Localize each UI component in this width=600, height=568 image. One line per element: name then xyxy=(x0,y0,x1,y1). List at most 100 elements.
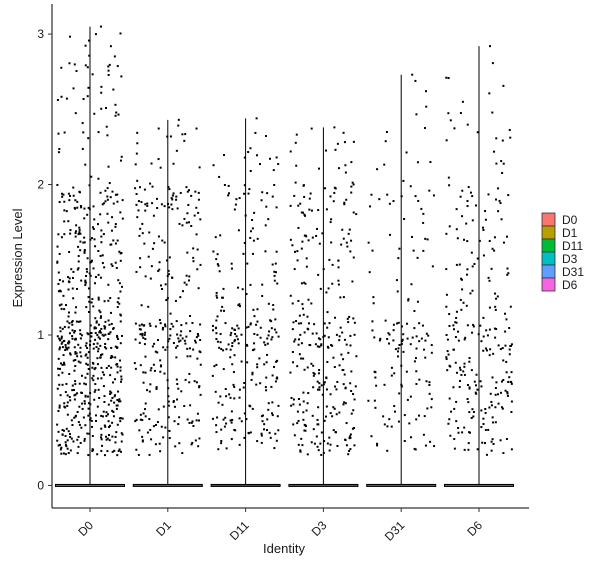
data-point xyxy=(67,311,70,314)
data-point xyxy=(273,270,276,273)
data-point xyxy=(74,112,77,115)
data-point xyxy=(430,344,433,347)
data-point xyxy=(181,133,184,136)
data-point xyxy=(135,152,138,155)
data-point xyxy=(461,215,464,218)
data-point xyxy=(199,393,202,396)
data-point xyxy=(103,325,106,328)
data-point xyxy=(242,386,245,389)
data-point xyxy=(450,410,453,413)
data-point xyxy=(506,394,509,397)
data-point xyxy=(76,200,79,203)
data-point xyxy=(463,338,466,341)
data-point xyxy=(56,423,59,426)
data-point xyxy=(187,203,190,206)
data-point xyxy=(112,410,115,413)
data-point xyxy=(215,291,218,294)
data-point xyxy=(107,364,110,367)
data-point xyxy=(107,165,110,168)
data-point xyxy=(370,435,373,438)
data-point xyxy=(414,357,417,360)
data-point xyxy=(114,103,117,106)
data-point xyxy=(331,263,334,266)
data-point xyxy=(68,62,71,65)
data-point xyxy=(151,202,154,205)
data-point xyxy=(74,338,77,341)
data-point xyxy=(174,299,177,302)
data-point xyxy=(266,353,269,356)
data-point xyxy=(495,198,498,201)
data-point xyxy=(188,221,191,224)
data-point xyxy=(465,222,468,225)
legend-label: D3 xyxy=(562,252,578,266)
data-point xyxy=(111,190,114,193)
data-point xyxy=(461,288,464,291)
data-point xyxy=(347,351,350,354)
data-point xyxy=(86,356,89,359)
data-point xyxy=(233,385,236,388)
data-point xyxy=(112,327,115,330)
data-point xyxy=(96,223,99,226)
data-point xyxy=(79,441,82,444)
data-point xyxy=(253,315,256,318)
data-point xyxy=(431,265,434,268)
data-point xyxy=(265,389,268,392)
max-point xyxy=(100,25,102,28)
data-point xyxy=(199,339,202,342)
data-point xyxy=(137,209,140,212)
data-point xyxy=(424,237,427,240)
data-point xyxy=(194,341,197,344)
data-point xyxy=(103,395,106,398)
data-point xyxy=(94,389,97,392)
data-point xyxy=(71,384,74,387)
data-point xyxy=(82,97,85,100)
data-point xyxy=(263,423,266,426)
data-point xyxy=(87,367,90,370)
data-point xyxy=(233,208,236,211)
data-point xyxy=(190,194,193,197)
data-point xyxy=(158,442,161,445)
data-point xyxy=(116,454,119,457)
data-point xyxy=(86,395,89,398)
data-point xyxy=(231,342,234,345)
data-point xyxy=(293,434,296,437)
data-point xyxy=(196,268,199,271)
data-point xyxy=(487,276,490,279)
data-point xyxy=(499,391,502,394)
data-point xyxy=(348,315,351,318)
data-point xyxy=(115,407,118,410)
data-point xyxy=(83,437,86,440)
data-point xyxy=(471,265,474,268)
data-point xyxy=(400,385,403,388)
data-point xyxy=(72,440,75,443)
y-tick-label: 3 xyxy=(37,27,44,41)
data-point xyxy=(117,390,120,393)
data-point xyxy=(490,267,493,270)
data-point xyxy=(107,403,110,406)
data-point xyxy=(505,318,508,321)
data-point xyxy=(293,268,296,271)
data-point xyxy=(114,193,117,196)
data-point xyxy=(144,338,147,341)
data-point xyxy=(172,399,175,402)
data-point xyxy=(197,445,200,448)
data-point xyxy=(157,158,160,161)
data-point xyxy=(84,283,87,286)
data-point xyxy=(428,392,431,395)
data-point xyxy=(80,334,83,337)
data-point xyxy=(211,374,214,377)
data-point xyxy=(352,409,355,412)
data-point xyxy=(291,302,294,305)
data-point xyxy=(99,356,102,359)
data-point xyxy=(491,62,494,65)
data-point xyxy=(466,273,469,276)
data-point xyxy=(120,440,123,443)
data-point xyxy=(91,449,94,452)
data-point xyxy=(144,203,147,206)
data-point xyxy=(195,381,198,384)
data-point xyxy=(142,371,145,374)
data-point xyxy=(493,249,496,252)
data-point xyxy=(84,394,87,397)
data-point xyxy=(353,444,356,447)
data-point xyxy=(150,162,153,165)
